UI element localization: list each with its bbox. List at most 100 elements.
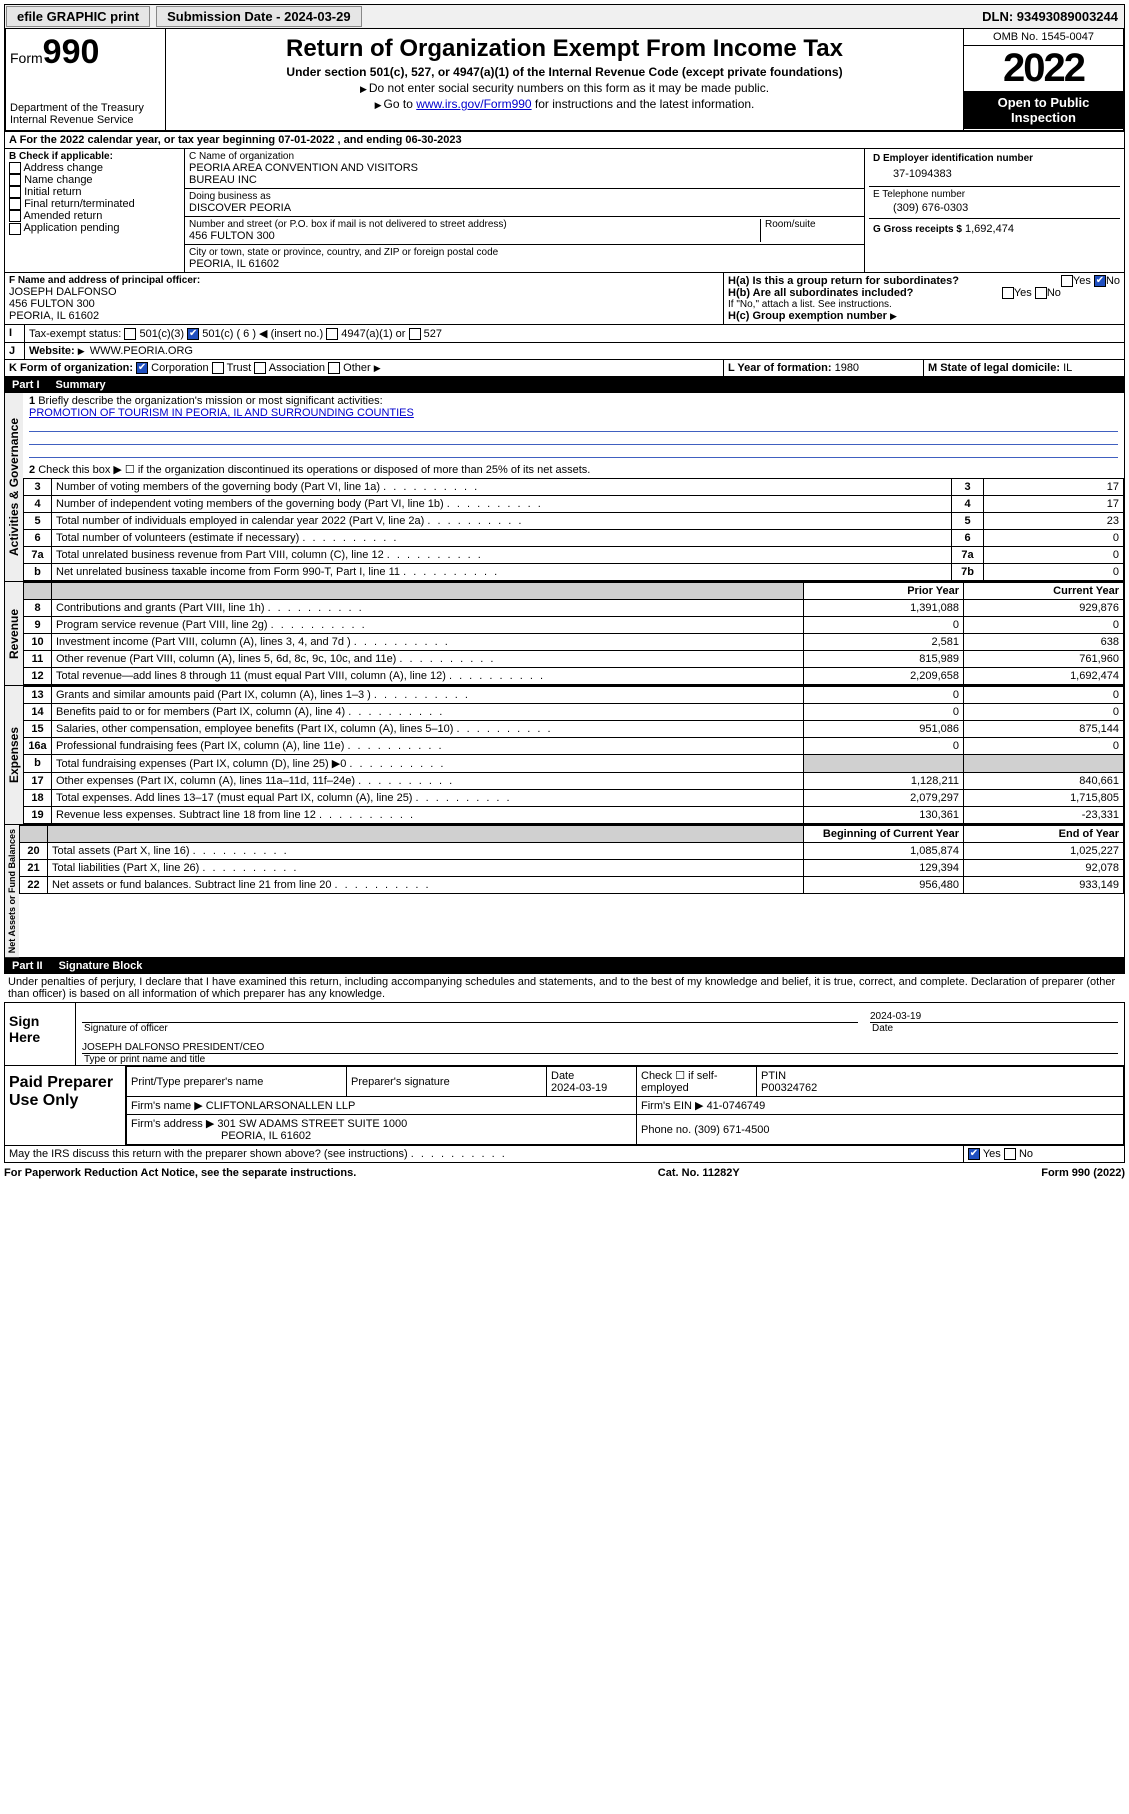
box-b-item-2: Initial return — [24, 186, 81, 198]
rev-table-h2: Current Year — [964, 583, 1124, 600]
subtitle-1: Under section 501(c), 527, or 4947(a)(1)… — [170, 65, 959, 79]
yes-label2: Yes — [1014, 287, 1032, 299]
box-b-check-5[interactable] — [9, 223, 21, 235]
penalties-text: Under penalties of perjury, I declare th… — [4, 974, 1125, 1002]
net-table-ln-21: 21 — [20, 860, 48, 877]
gov-ln-4: 4 — [24, 496, 52, 513]
page-footer: For Paperwork Reduction Act Notice, see … — [4, 1163, 1125, 1179]
rev-table-ln-8: 8 — [24, 600, 52, 617]
ha-no-check[interactable]: ✔ — [1094, 275, 1106, 287]
gov-val-7a: 0 — [984, 547, 1124, 564]
rev-table-text-8: Contributions and grants (Part VIII, lin… — [52, 600, 804, 617]
tax-status-check-3[interactable] — [409, 328, 421, 340]
net-table-prior-22: 956,480 — [804, 877, 964, 894]
exp-table-ln-13: 13 — [24, 687, 52, 704]
vlabel-exp: Expenses — [5, 686, 23, 824]
rev-table-ln-12: 12 — [24, 668, 52, 685]
ptin-value: P00324762 — [761, 1082, 817, 1094]
net-table-h1: Beginning of Current Year — [804, 826, 964, 843]
exp-table-text-18: Total expenses. Add lines 13–17 (must eq… — [52, 790, 804, 807]
ha-yes-check[interactable] — [1061, 275, 1073, 287]
box-c-name-label: C Name of organization — [189, 151, 860, 162]
rev-table-curr-8: 929,876 — [964, 600, 1124, 617]
gov-val-6: 0 — [984, 530, 1124, 547]
net-table-prior-20: 1,085,874 — [804, 843, 964, 860]
org-form-check-2[interactable] — [254, 362, 266, 374]
line-a-text: For the 2022 calendar year, or tax year … — [20, 134, 462, 146]
governance-table: 3Number of voting members of the governi… — [23, 478, 1124, 581]
box-b-check-3[interactable] — [9, 198, 21, 210]
org-form-opt-0: Corporation — [151, 362, 208, 374]
net-table-ln-20: 20 — [20, 843, 48, 860]
box-b-item-3: Final return/terminated — [24, 198, 135, 210]
revenue-table: Prior YearCurrent Year8Contributions and… — [23, 582, 1124, 685]
yes-label: Yes — [1073, 275, 1091, 287]
rev-table-prior-10: 2,581 — [804, 634, 964, 651]
box-m-label: M State of legal domicile: — [928, 362, 1060, 374]
org-form-check-0[interactable]: ✔ — [136, 362, 148, 374]
net-table-text-21: Total liabilities (Part X, line 26) — [48, 860, 804, 877]
org-form-opt-1: Trust — [227, 362, 252, 374]
discuss-no-check[interactable] — [1004, 1148, 1016, 1160]
firm-addr-label: Firm's address ▶ — [131, 1118, 214, 1130]
box-b-check-0[interactable] — [9, 162, 21, 174]
org-form-check-1[interactable] — [212, 362, 224, 374]
efile-print-button[interactable]: efile GRAPHIC print — [6, 6, 150, 27]
rev-table-prior-8: 1,391,088 — [804, 600, 964, 617]
prep-h2: Date — [551, 1070, 574, 1082]
irs-label: Internal Revenue Service — [10, 114, 161, 126]
form-word: Form — [10, 50, 43, 66]
gov-val-3: 17 — [984, 479, 1124, 496]
vlabel-gov: Activities & Governance — [5, 393, 23, 581]
tax-status-check-0[interactable] — [124, 328, 136, 340]
discuss-yes-check[interactable]: ✔ — [968, 1148, 980, 1160]
exp-table-ln-18: 18 — [24, 790, 52, 807]
rev-table-text-9: Program service revenue (Part VIII, line… — [52, 617, 804, 634]
gov-val-4: 17 — [984, 496, 1124, 513]
box-b-check-4[interactable] — [9, 210, 21, 222]
gov-box-4: 4 — [952, 496, 984, 513]
rev-table-curr-11: 761,960 — [964, 651, 1124, 668]
net-table-h2: End of Year — [964, 826, 1124, 843]
net-table-prior-21: 129,394 — [804, 860, 964, 877]
mission-text: PROMOTION OF TOURISM IN PEORIA, IL AND S… — [29, 407, 414, 419]
exp-table-ln-14: 14 — [24, 704, 52, 721]
exp-table-prior-15: 951,086 — [804, 721, 964, 738]
sig-date: 2024-03-19 — [870, 1011, 921, 1022]
hb-yes-check[interactable] — [1002, 287, 1014, 299]
net-table-curr-22: 933,149 — [964, 877, 1124, 894]
box-l-label: L Year of formation: — [728, 362, 832, 374]
prep-self: Check ☐ if self-employed — [637, 1067, 757, 1097]
netassets-table: Beginning of Current YearEnd of Year 20To… — [19, 825, 1124, 894]
exp-table-ln-b: b — [24, 755, 52, 773]
gov-text-b: Net unrelated business taxable income fr… — [52, 564, 952, 581]
exp-table-curr-18: 1,715,805 — [964, 790, 1124, 807]
tax-status-check-2[interactable] — [326, 328, 338, 340]
gov-text-3: Number of voting members of the governin… — [52, 479, 952, 496]
rev-table-text-10: Investment income (Part VIII, column (A)… — [52, 634, 804, 651]
signature-block: Sign Here Signature of officer 2024-03-1… — [4, 1002, 1125, 1066]
rev-table-prior-11: 815,989 — [804, 651, 964, 668]
officer-print-name: JOSEPH DALFONSO PRESIDENT/CEO — [82, 1042, 264, 1053]
no-label2: No — [1047, 287, 1061, 299]
exp-table-curr-19: -23,331 — [964, 807, 1124, 824]
box-b-check-1[interactable] — [9, 174, 21, 186]
box-b-check-2[interactable] — [9, 186, 21, 198]
irs-link[interactable]: www.irs.gov/Form990 — [416, 97, 531, 111]
hb-no-check[interactable] — [1035, 287, 1047, 299]
org-form-check-3[interactable] — [328, 362, 340, 374]
state-domicile: IL — [1063, 362, 1072, 374]
exp-table-curr-14: 0 — [964, 704, 1124, 721]
part2-bar: Part II Signature Block — [4, 958, 1125, 974]
gov-text-6: Total number of volunteers (estimate if … — [52, 530, 952, 547]
exp-table-text-16a: Professional fundraising fees (Part IX, … — [52, 738, 804, 755]
part2-title: Signature Block — [59, 960, 143, 972]
submission-date-button[interactable]: Submission Date - 2024-03-29 — [156, 6, 362, 27]
gross-receipts: 1,692,474 — [965, 223, 1014, 235]
tax-status-check-1[interactable]: ✔ — [187, 328, 199, 340]
gov-box-7a: 7a — [952, 547, 984, 564]
topbar: efile GRAPHIC print Submission Date - 20… — [4, 4, 1125, 29]
exp-table-text-b: Total fundraising expenses (Part IX, col… — [52, 755, 804, 773]
tax-exempt-label: Tax-exempt status: — [29, 328, 121, 340]
rev-table-prior-12: 2,209,658 — [804, 668, 964, 685]
